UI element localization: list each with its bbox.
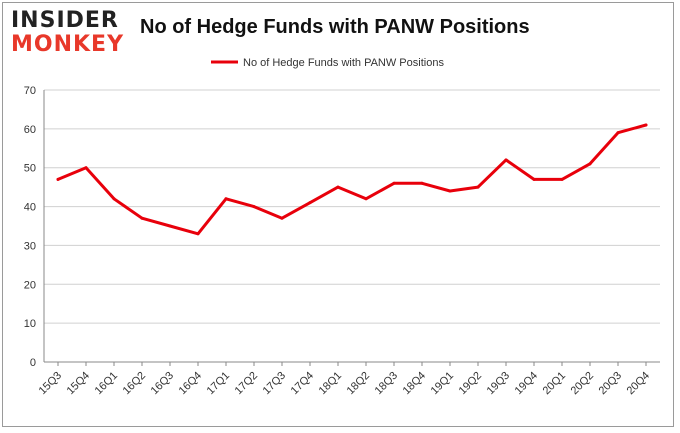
x-tick-16Q2: 16Q2 (121, 370, 149, 398)
data-point-18Q3 (392, 181, 396, 185)
x-tick-18Q3: 18Q3 (373, 370, 401, 398)
chart-frame (2, 2, 674, 427)
x-tick-18Q1: 18Q1 (317, 370, 345, 398)
logo-line-1: INSIDER (11, 8, 119, 33)
y-tick-labels: 0 10 20 30 40 50 60 70 (24, 85, 36, 369)
x-tick-20Q3: 20Q3 (597, 370, 625, 398)
data-point-15Q3 (56, 177, 60, 181)
data-point-16Q1 (112, 197, 116, 201)
x-tick-19Q2: 19Q2 (457, 370, 485, 398)
data-point-20Q3 (616, 131, 620, 135)
y-tick-40: 40 (24, 202, 36, 214)
grid-lines (43, 89, 660, 366)
data-point-19Q4 (532, 177, 536, 181)
y-tick-20: 20 (24, 279, 36, 291)
y-tick-50: 50 (24, 163, 36, 175)
legend: No of Hedge Funds with PANW Positions (211, 57, 444, 69)
x-tick-17Q3: 17Q3 (261, 370, 289, 398)
y-tick-30: 30 (24, 240, 36, 252)
x-tick-16Q1: 16Q1 (93, 370, 121, 398)
x-tick-15Q3: 15Q3 (37, 370, 65, 398)
x-tick-15Q4: 15Q4 (65, 370, 93, 398)
data-point-20Q2 (588, 162, 592, 166)
data-point-17Q1 (224, 197, 228, 201)
x-tick-17Q2: 17Q2 (233, 370, 261, 398)
data-point-19Q2 (476, 185, 480, 189)
x-tick-19Q4: 19Q4 (513, 370, 541, 398)
logo-line-2: MONKEY (11, 32, 125, 57)
x-tick-20Q2: 20Q2 (569, 370, 597, 398)
x-tick-18Q4: 18Q4 (401, 370, 429, 398)
series-line-0 (56, 123, 648, 236)
data-point-18Q4 (420, 181, 424, 185)
y-tick-60: 60 (24, 124, 36, 136)
x-tick-19Q3: 19Q3 (485, 370, 513, 398)
data-point-18Q1 (336, 185, 340, 189)
insider-monkey-logo: INSIDER MONKEY (11, 10, 124, 56)
legend-label: No of Hedge Funds with PANW Positions (243, 57, 444, 69)
series-layer (56, 123, 648, 236)
data-point-17Q2 (252, 205, 256, 209)
data-point-17Q4 (308, 201, 312, 205)
y-tick-70: 70 (24, 85, 36, 97)
x-tick-17Q4: 17Q4 (289, 370, 317, 398)
data-point-20Q1 (560, 177, 564, 181)
data-point-15Q4 (84, 166, 88, 170)
y-tick-0: 0 (30, 357, 36, 369)
data-point-16Q2 (140, 216, 144, 220)
data-point-19Q3 (504, 158, 508, 162)
x-tick-20Q4: 20Q4 (625, 370, 653, 398)
data-point-18Q2 (364, 197, 368, 201)
chart-title: No of Hedge Funds with PANW Positions (140, 16, 530, 38)
x-tick-16Q3: 16Q3 (149, 370, 177, 398)
data-point-16Q4 (196, 232, 200, 236)
y-tick-10: 10 (24, 318, 36, 330)
x-tick-18Q2: 18Q2 (345, 370, 373, 398)
data-point-17Q3 (280, 216, 284, 220)
data-point-20Q4 (644, 123, 648, 127)
x-tick-20Q1: 20Q1 (541, 370, 569, 398)
data-point-16Q3 (168, 224, 172, 228)
data-point-19Q1 (448, 189, 452, 193)
x-tick-17Q1: 17Q1 (205, 370, 233, 398)
x-tick-19Q1: 19Q1 (429, 370, 457, 398)
x-tick-16Q4: 16Q4 (177, 370, 205, 398)
x-tick-labels: 15Q3 15Q4 16Q1 16Q2 16Q3 16Q4 17Q1 17Q2 17Q3 17Q4… (37, 370, 653, 398)
